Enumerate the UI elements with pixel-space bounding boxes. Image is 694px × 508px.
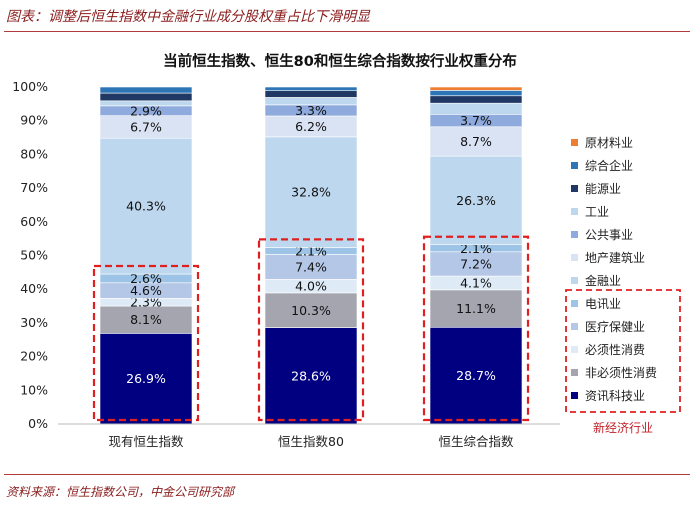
bar-segment (429, 126, 523, 157)
data-label: 3.7% (460, 113, 492, 128)
legend-label: 资讯科技业 (585, 389, 645, 403)
data-label: 10.3% (291, 303, 331, 318)
legend-swatch (571, 392, 578, 399)
source-note: 资料来源：恒生指数公司，中金公司研究部 (6, 485, 235, 499)
bar-segment (99, 137, 193, 275)
legend-label: 综合企业 (585, 158, 633, 173)
legend-swatch (571, 231, 578, 238)
legend-swatch (571, 208, 578, 215)
data-label: 11.1% (456, 301, 496, 316)
data-label: 6.7% (130, 119, 162, 134)
data-label: 7.2% (460, 256, 492, 271)
new-economy-highlights (92, 235, 530, 422)
y-tick-label: 90% (20, 113, 48, 128)
new-economy-box (92, 264, 200, 422)
data-label: 8.7% (460, 134, 492, 149)
x-category-label: 现有恒生指数 (108, 434, 184, 449)
data-label: 32.8% (291, 185, 331, 200)
figure-title: 图表：调整后恒生指数中金融行业成分股权重占比下滑明显 (6, 9, 370, 25)
legend-swatch (571, 346, 578, 353)
legend-new-economy-box (565, 289, 681, 413)
bar-segment (264, 136, 358, 248)
data-label: 8.1% (130, 312, 162, 327)
data-label: 28.6% (291, 368, 331, 383)
y-tick-label: 20% (20, 349, 48, 364)
y-tick-label: 10% (20, 382, 48, 397)
bar-segment (264, 327, 358, 425)
bar-segment (429, 95, 523, 104)
bar-segment (429, 90, 523, 97)
bar-segment (429, 251, 523, 277)
x-category-label: 恒生指数80 (278, 434, 344, 449)
y-axis: 0% 10% 20% 30% 40% 50% 60% 70% 80% 90% 100% (12, 79, 48, 431)
data-label: 2.6% (130, 271, 162, 286)
data-label: 4.1% (460, 275, 492, 290)
legend-label: 必须性消费 (585, 343, 645, 357)
bar-segment (264, 97, 358, 106)
data-label: 28.7% (456, 368, 496, 383)
x-axis: 现有恒生指数 恒生指数80 恒生综合指数 (108, 434, 514, 449)
legend-label: 地产建筑业 (585, 250, 645, 265)
legend-swatch (571, 162, 578, 169)
y-tick-label: 50% (20, 248, 48, 263)
legend: 原材料业综合企业能源业工业公共事业地产建筑业金融业电讯业医疗保健业必须性消费非必… (565, 136, 681, 435)
legend-label: 工业 (585, 205, 609, 219)
legend-label: 非必须性消费 (585, 366, 657, 380)
bar-segment (264, 254, 358, 280)
chart-title: 当前恒生指数、恒生80和恒生综合指数按行业权重分布 (163, 52, 517, 70)
y-tick-label: 40% (20, 281, 48, 296)
bar-segment (99, 92, 193, 102)
legend-swatch (571, 139, 578, 146)
data-label: 26.3% (456, 193, 496, 208)
legend-swatch (571, 300, 578, 307)
y-tick-label: 60% (20, 214, 48, 229)
legend-swatch (571, 323, 578, 330)
legend-label: 原材料业 (585, 136, 633, 150)
y-tick-label: 70% (20, 180, 48, 195)
legend-swatch (571, 254, 578, 261)
legend-label: 金融业 (585, 273, 621, 288)
bar-segment (429, 289, 523, 328)
bar-segment (429, 155, 523, 246)
top-rule (4, 31, 690, 32)
legend-label: 医疗保健业 (585, 320, 645, 334)
data-label: 6.2% (295, 119, 327, 134)
y-tick-label: 80% (20, 146, 48, 161)
new-economy-box (257, 238, 365, 422)
bar-segment (99, 100, 193, 107)
data-label: 4.6% (130, 283, 162, 298)
bottom-rule (4, 474, 690, 475)
bar-segment (99, 333, 193, 425)
y-tick-label: 30% (20, 315, 48, 330)
legend-label: 能源业 (585, 182, 621, 196)
bars: 26.9%8.1%2.3%4.6%2.6%40.3%6.7%2.9%28.6%1… (58, 86, 560, 425)
bar-segment (99, 86, 193, 94)
legend-swatch (571, 369, 578, 376)
bar-segment (264, 90, 358, 98)
legend-label: 公共事业 (585, 228, 633, 242)
x-category-label: 恒生综合指数 (438, 434, 514, 449)
data-label: 40.3% (126, 199, 166, 214)
legend-swatch (571, 277, 578, 284)
new-economy-label: 新经济行业 (593, 420, 653, 435)
bar-segment (429, 326, 523, 425)
bar-segment (429, 102, 523, 115)
legend-swatch (571, 185, 578, 192)
data-label: 7.4% (295, 259, 327, 274)
bar-segment (264, 86, 358, 92)
data-label: 2.9% (130, 103, 162, 118)
data-label: 4.0% (295, 279, 327, 294)
y-tick-label: 0% (28, 416, 48, 431)
data-label: 3.3% (295, 103, 327, 118)
y-tick-label: 100% (12, 79, 48, 94)
legend-label: 电讯业 (585, 297, 621, 311)
bar-segment (429, 86, 523, 91)
data-label: 26.9% (126, 371, 166, 386)
